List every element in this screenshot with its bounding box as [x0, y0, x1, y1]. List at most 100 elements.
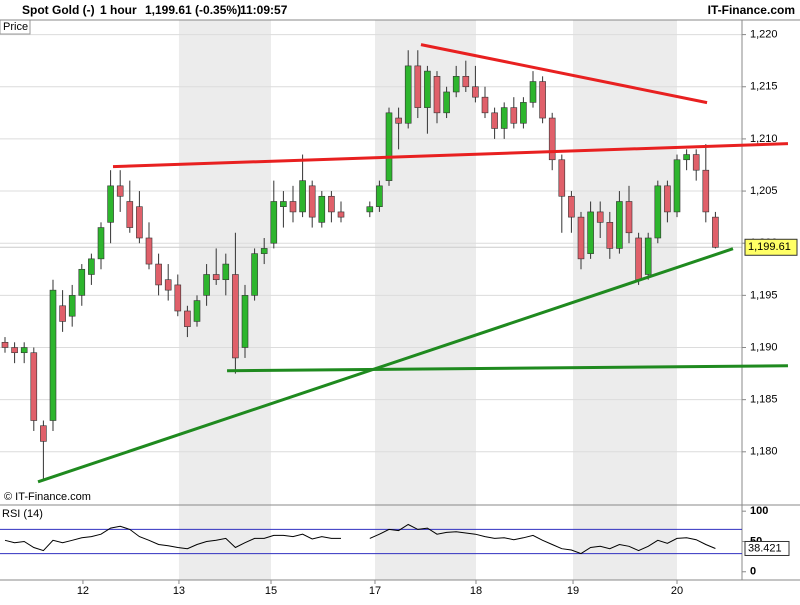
time: 11:09:57 — [240, 3, 288, 17]
candle-body — [558, 159, 566, 197]
candle-body — [472, 86, 479, 98]
candle-body — [155, 263, 162, 286]
candle-body — [1, 341, 9, 348]
x-tick-label: 13 — [173, 585, 185, 597]
candle-body — [145, 237, 153, 265]
candle-body — [11, 347, 18, 354]
current-price-label: 1,199.61 — [748, 241, 791, 253]
candle-body — [241, 295, 249, 348]
rsi-current-box — [744, 540, 790, 556]
candle-body — [318, 195, 326, 223]
y-tick-label: 1,190 — [750, 341, 778, 353]
candle-body — [174, 284, 182, 312]
candle-body — [452, 76, 460, 93]
candle-body — [40, 425, 47, 442]
candle-body — [510, 107, 518, 124]
candle-body — [328, 195, 335, 213]
y-tick-label: 0 — [750, 566, 756, 578]
x-tick-label: 17 — [369, 585, 381, 597]
y-tick-label: 1,180 — [750, 446, 778, 458]
candle-body — [49, 289, 57, 421]
candle-body — [280, 201, 287, 207]
y-tick-label: 1,220 — [750, 29, 778, 41]
candle-body — [548, 117, 556, 161]
candle-body — [337, 211, 345, 218]
x-tick-label: 12 — [77, 585, 89, 597]
candle-body — [481, 96, 489, 114]
y-tick-label: 1,210 — [750, 133, 778, 145]
candle-body — [289, 201, 297, 213]
candle-body — [232, 274, 239, 359]
candle-body — [107, 185, 114, 223]
candle-body — [68, 295, 76, 317]
candle-body — [673, 159, 681, 213]
candle-body — [587, 211, 594, 254]
candle-body — [20, 347, 28, 354]
candle-body — [222, 263, 230, 281]
candle-body — [164, 279, 172, 291]
candle-body — [664, 185, 671, 213]
y-tick-label: 100 — [750, 505, 768, 517]
y-tick-label: 1,215 — [750, 81, 778, 93]
trendline — [420, 43, 708, 105]
candle-body — [606, 222, 614, 249]
candle-body — [136, 206, 143, 239]
candle-body — [539, 81, 546, 119]
candle-body — [30, 352, 38, 421]
x-tick-label: 15 — [265, 585, 277, 597]
candle-body — [308, 185, 316, 218]
candle-body — [78, 268, 86, 296]
candle-body — [424, 70, 431, 108]
candle-body — [385, 112, 393, 181]
x-tick-label: 18 — [470, 585, 482, 597]
instrument: Spot Gold (-) — [22, 3, 95, 17]
candle-body — [184, 310, 191, 327]
candle-body — [577, 216, 585, 260]
rsi-line — [4, 523, 716, 555]
candle-body — [443, 91, 450, 114]
y-tick-label: 1,185 — [750, 394, 778, 406]
quote: 1,199.61 (-0.35%) — [145, 3, 241, 17]
candle-body — [683, 154, 690, 161]
candle-body — [126, 201, 134, 228]
x-tick-label: 20 — [671, 585, 683, 597]
candle-body — [702, 169, 710, 213]
candle-body — [395, 117, 402, 124]
candle-body — [654, 185, 662, 239]
candle-body — [212, 274, 220, 281]
candle-body — [251, 253, 258, 296]
brand: IT-Finance.com — [708, 3, 795, 17]
candle-body — [491, 112, 498, 129]
candle-body — [520, 102, 527, 124]
candle-body — [203, 274, 210, 296]
candle-body — [88, 258, 95, 275]
interval: 1 hour — [100, 3, 137, 17]
x-tick-label: 19 — [567, 585, 579, 597]
candle-body — [433, 76, 441, 114]
day-band — [573, 20, 678, 580]
candle-body — [97, 227, 105, 260]
watermark: © IT-Finance.com — [4, 491, 91, 503]
candle-body — [366, 206, 374, 213]
candle-body — [712, 216, 719, 248]
candle-body — [500, 107, 508, 129]
y-tick-label: 1,205 — [750, 185, 778, 197]
candle-body — [635, 237, 642, 281]
candle-body — [59, 305, 66, 322]
candle-body — [270, 201, 278, 244]
day-band — [178, 20, 272, 580]
candle-body — [376, 185, 383, 207]
candle-body — [692, 154, 700, 171]
candle-body — [568, 195, 575, 218]
candle-body — [616, 201, 623, 249]
candle-body — [299, 180, 306, 213]
candle-body — [644, 237, 652, 275]
trendline — [227, 364, 788, 373]
candle-body — [462, 76, 470, 88]
candle-body — [193, 300, 201, 322]
candle-body — [260, 248, 268, 254]
rsi-title: RSI (14) — [2, 508, 43, 520]
candle-body — [596, 211, 604, 223]
